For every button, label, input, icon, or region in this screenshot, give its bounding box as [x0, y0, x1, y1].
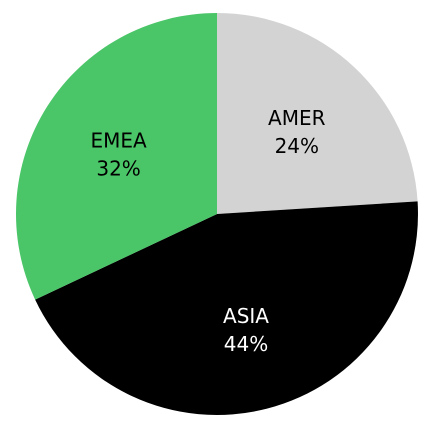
pie-slice-asia [35, 201, 418, 415]
pie-slices [16, 13, 418, 415]
pie-slice-emea [16, 13, 217, 300]
slice-label-amer: AMER [268, 106, 326, 130]
slice-label-emea: EMEA [90, 129, 147, 153]
slice-value-emea: 32% [96, 157, 140, 181]
slice-value-amer: 24% [275, 134, 319, 158]
pie-slice-amer [217, 13, 418, 214]
slice-value-asia: 44% [224, 332, 268, 356]
slice-label-asia: ASIA [223, 304, 269, 328]
pie-labels: AMER 24% ASIA 44% EMEA 32% [90, 106, 325, 356]
